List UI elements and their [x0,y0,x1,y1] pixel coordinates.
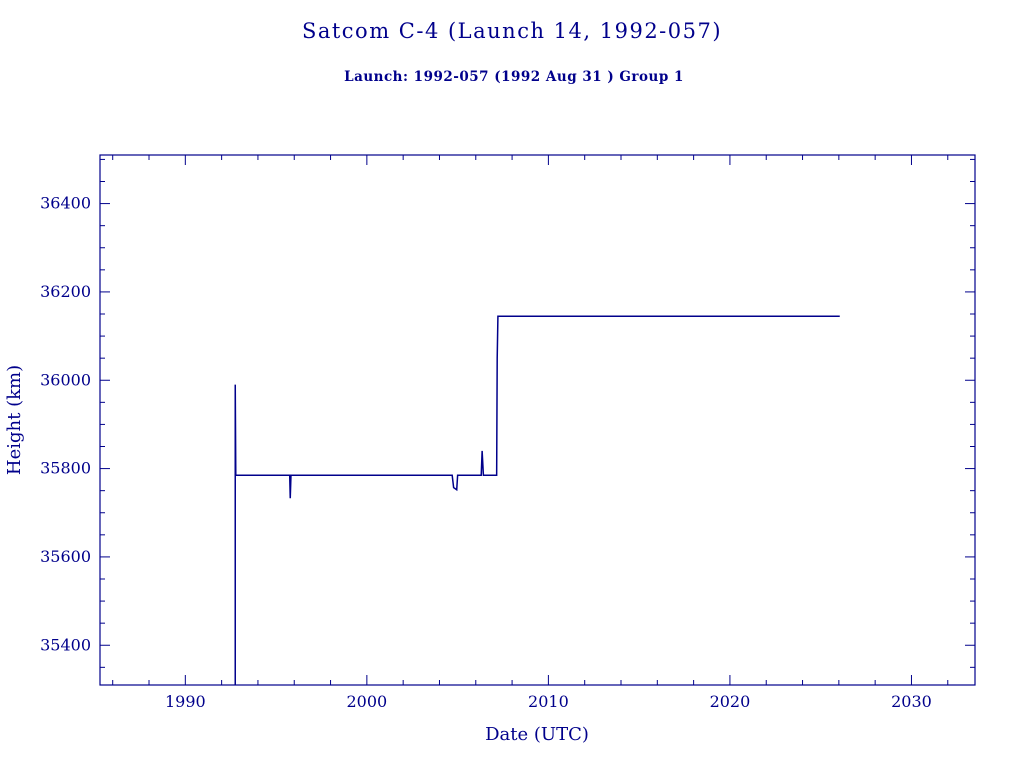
y-tick-label: 35400 [40,635,91,654]
y-axis-label: Height (km) [4,365,25,475]
x-axis-label: Date (UTC) [485,724,589,745]
y-tick-label: 35600 [40,547,91,566]
y-tick-label: 36200 [40,282,91,301]
plot-layer: 1990 2000 2010 2020 2030 35400 35600 35800 36000… [40,154,976,711]
x-tick-label: 1990 [165,692,206,711]
x-tick-label: 2010 [528,692,569,711]
chart-title: Satcom C-4 (Launch 14, 1992-057) [302,19,722,43]
y-tick-label: 35800 [40,459,91,478]
y-tick-label: 36000 [40,370,91,389]
x-tick-label: 2030 [891,692,932,711]
x-tick-label: 2000 [346,692,387,711]
x-tick-label: 2020 [710,692,751,711]
chart-subtitle: Launch: 1992-057 (1992 Aug 31 ) Group 1 [344,69,684,85]
height-series-line [234,315,840,685]
y-tick-label: 36400 [40,194,91,213]
axis-box [99,154,976,686]
